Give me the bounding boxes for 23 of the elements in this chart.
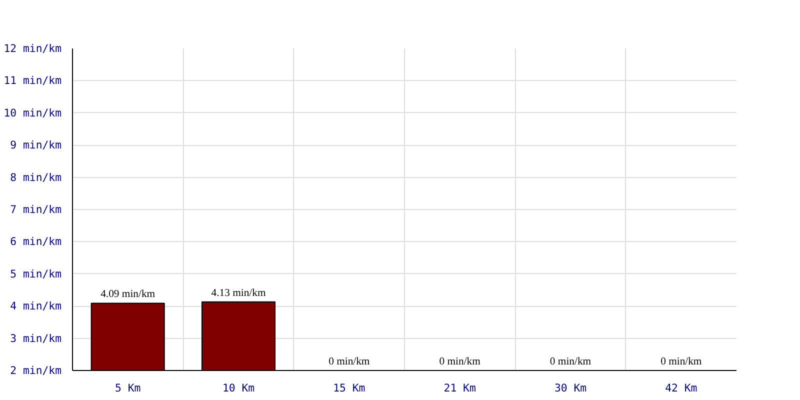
text: 0 min/km [660,356,702,368]
x-tick-label: 42 Km [665,382,698,394]
y-tick-label: 12 min/km [4,42,62,55]
y-tick-label: 4 min/km [10,300,62,313]
y-tick-label: 10 min/km [4,106,62,120]
y-tick-label: 11 min/km [4,74,62,88]
y-tick-label: 3 min/km [10,332,62,345]
text: 0 min/km [328,356,370,368]
y-tick-label: 9 min/km [10,138,62,152]
x-tick-label: 15 Km [333,382,366,394]
x-tick-label: 30 Km [554,382,587,394]
text: 0 min/km [550,356,592,368]
x-tick-label: 21 Km [444,382,476,394]
data-label: 4.09 min/km [100,289,156,300]
x-tick-label: 5 Km [115,382,141,394]
y-tick-label: 6 min/km [10,235,62,248]
y-tick-label: 2 min/km [10,364,62,377]
y-tick-label: 8 min/km [10,170,62,184]
text: 0 min/km [439,356,480,368]
y-tick-label: 7 min/km [10,203,62,216]
data-label: 4.13 min/km [211,288,266,299]
x-tick-label: 10 Km [222,382,255,394]
y-tick-label: 5 min/km [10,267,62,280]
